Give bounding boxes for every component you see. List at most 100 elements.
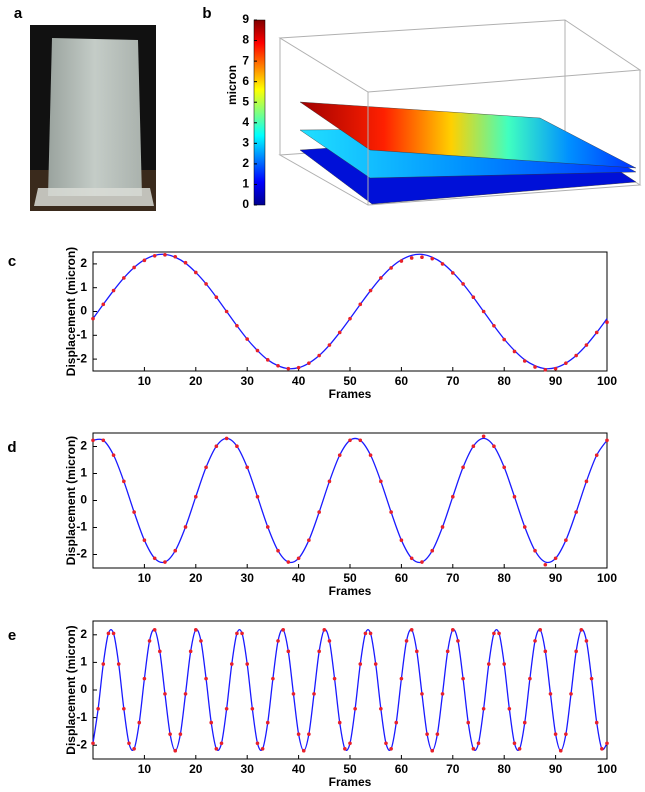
colorbar-tick-label: 0 (242, 197, 249, 211)
data-point (425, 732, 429, 736)
panel-label: b (202, 5, 211, 22)
data-point (528, 676, 532, 681)
y-tick-label: 2 (80, 439, 87, 453)
data-point (307, 538, 311, 542)
data-point (327, 479, 332, 484)
data-point (255, 348, 260, 353)
data-point (250, 706, 255, 711)
y-tick-label: -2 (76, 351, 87, 365)
x-tick-label: 70 (446, 374, 460, 388)
colorbar-tick-label: 9 (242, 12, 249, 26)
data-point (409, 256, 414, 260)
data-point (317, 353, 321, 358)
data-point (173, 254, 178, 259)
colorbar-tick-label: 7 (242, 53, 249, 67)
data-point (224, 706, 229, 711)
data-point (533, 639, 537, 643)
data-point (564, 732, 568, 736)
data-point (163, 692, 167, 696)
data-point (594, 453, 599, 457)
data-point (291, 692, 296, 696)
colorbar-tick-label: 3 (242, 136, 249, 150)
data-point (235, 323, 239, 328)
data-point (481, 706, 486, 711)
data-point (456, 639, 460, 643)
data-point (178, 732, 183, 736)
data-point (96, 706, 100, 711)
data-point (101, 438, 106, 443)
data-point (147, 639, 152, 643)
data-point (492, 444, 496, 449)
y-axis-label: Displacement (micron) (64, 625, 78, 754)
data-point (296, 732, 301, 736)
data-point (116, 662, 121, 666)
x-axis-label: Frames (329, 387, 372, 401)
data-point (163, 253, 167, 257)
data-point (276, 363, 280, 368)
x-tick-label: 10 (138, 571, 152, 585)
data-point (605, 741, 609, 746)
data-point (317, 649, 321, 654)
data-point (332, 676, 337, 681)
data-point (368, 288, 373, 293)
y-tick-label: 2 (80, 627, 87, 641)
x-tick-label: 90 (549, 571, 563, 585)
data-point (245, 337, 249, 341)
data-point (512, 741, 517, 746)
data-point (594, 720, 599, 725)
data-point (569, 692, 573, 696)
x-tick-label: 60 (395, 762, 409, 776)
data-point (394, 720, 399, 725)
data-point (209, 720, 214, 725)
colorbar-tick-label: 2 (242, 156, 249, 170)
data-point (564, 538, 568, 542)
data-point (168, 732, 172, 736)
data-point (481, 434, 486, 439)
data-point (260, 746, 265, 751)
data-point (430, 748, 435, 753)
data-point (265, 525, 270, 529)
data-point (600, 746, 604, 751)
x-tick-label: 30 (241, 762, 255, 776)
data-point (399, 676, 404, 681)
data-point (399, 538, 404, 542)
data-point (389, 510, 393, 514)
data-point (353, 706, 357, 711)
data-point (451, 494, 455, 499)
data-point (183, 692, 188, 696)
data-point (430, 256, 435, 261)
data-point (101, 662, 106, 666)
data-point (111, 288, 116, 293)
data-point (373, 662, 378, 666)
colorbar-tick-label: 5 (242, 94, 249, 108)
data-point (471, 444, 476, 449)
data-point (492, 631, 496, 636)
data-point (214, 444, 219, 449)
data-point (296, 556, 301, 561)
data-point (574, 353, 578, 358)
data-point (553, 732, 558, 736)
data-point (564, 361, 568, 365)
data-point (389, 266, 393, 270)
data-point (307, 732, 311, 736)
data-point (451, 271, 455, 275)
plot-frame (92, 251, 608, 372)
data-point (584, 343, 589, 347)
panel-label: c (8, 253, 16, 270)
colorbar-tick-label: 1 (242, 177, 249, 191)
x-tick-label: 80 (498, 571, 512, 585)
data-point (348, 316, 352, 321)
data-point (379, 479, 383, 484)
data-point (440, 262, 445, 266)
data-point (152, 254, 157, 258)
data-point (235, 631, 239, 636)
data-point (132, 265, 136, 270)
data-point (512, 349, 517, 354)
data-point (517, 746, 522, 751)
x-tick-label: 10 (138, 374, 152, 388)
data-point (574, 649, 578, 654)
data-point (337, 720, 342, 725)
data-point (281, 628, 285, 632)
x-tick-label: 90 (549, 762, 563, 776)
data-point (337, 330, 342, 335)
